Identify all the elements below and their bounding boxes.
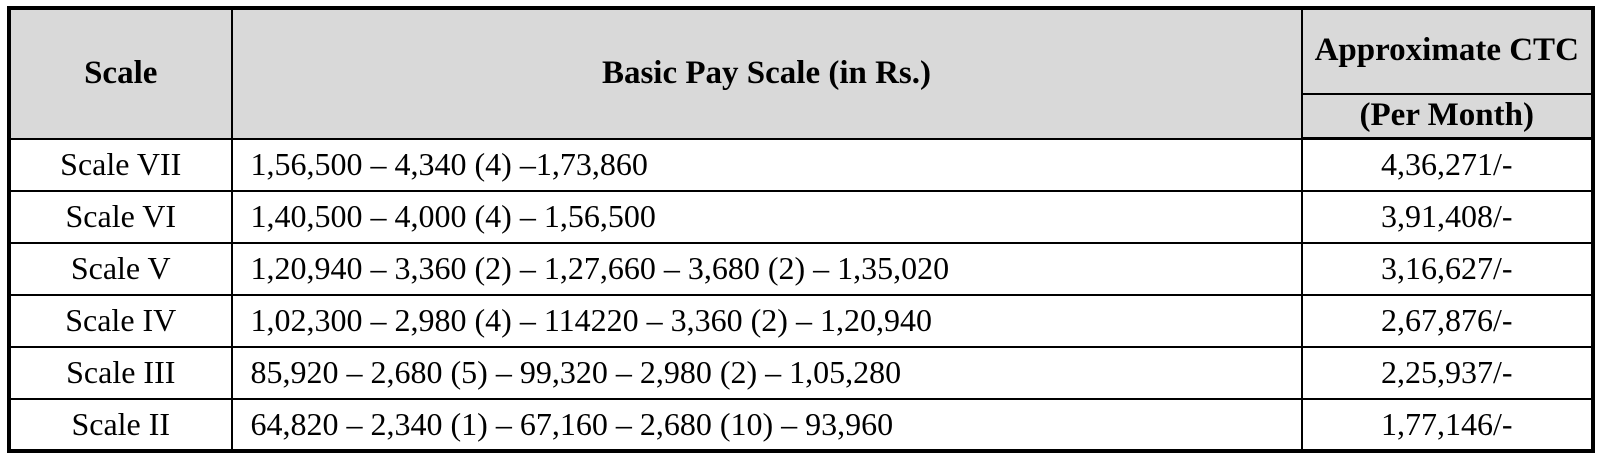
ctc-cell: 3,91,408/- [1300, 189, 1594, 244]
basic-pay-cell: 1,20,940 – 3,360 (2) – 1,27,660 – 3,680 … [230, 241, 1303, 296]
scale-cell: Scale III [8, 345, 233, 400]
ctc-per-month-header: (Per Month) [1300, 92, 1594, 140]
pay-scale-table: Scale Basic Pay Scale (in Rs.) Approxima… [7, 6, 1595, 453]
ctc-cell: 2,25,937/- [1300, 345, 1594, 400]
header-row-bottom: (Per Month) [10, 92, 1594, 140]
scale-cell: Scale VII [8, 137, 233, 192]
basic-pay-cell: 1,40,500 – 4,000 (4) – 1,56,500 [230, 189, 1303, 244]
scale-cell: Scale V [8, 241, 233, 296]
scale-cell: Scale II [8, 397, 233, 452]
ctc-cell: 3,16,627/- [1300, 241, 1594, 296]
table-header: Scale Basic Pay Scale (in Rs.) Approxima… [8, 7, 1594, 140]
table-row: Scale V 1,20,940 – 3,360 (2) – 1,27,660 … [8, 241, 1594, 296]
table-row: Scale III 85,920 – 2,680 (5) – 99,320 – … [8, 345, 1594, 400]
ctc-column-header: Approximate CTC [1300, 7, 1594, 95]
ctc-cell: 2,67,876/- [1300, 293, 1594, 348]
basic-pay-cell: 85,920 – 2,680 (5) – 99,320 – 2,980 (2) … [230, 345, 1303, 400]
table-row: Scale II 64,820 – 2,340 (1) – 67,160 – 2… [8, 397, 1594, 452]
basic-pay-cell: 1,56,500 – 4,340 (4) –1,73,860 [230, 137, 1303, 192]
ctc-cell: 4,36,271/- [1300, 137, 1594, 192]
table-row: Scale VI 1,40,500 – 4,000 (4) – 1,56,500… [8, 189, 1594, 244]
header-row-top: Scale Basic Pay Scale (in Rs.) Approxima… [8, 7, 1594, 140]
table-row: Scale IV 1,02,300 – 2,980 (4) – 114220 –… [8, 293, 1594, 348]
scale-column-header: Scale [8, 7, 233, 140]
scale-cell: Scale VI [8, 189, 233, 244]
table-row: Scale VII 1,56,500 – 4,340 (4) –1,73,860… [8, 137, 1594, 192]
basic-pay-cell: 1,02,300 – 2,980 (4) – 114220 – 3,360 (2… [230, 293, 1303, 348]
scale-cell: Scale IV [8, 293, 233, 348]
basic-pay-column-header: Basic Pay Scale (in Rs.) [230, 7, 1303, 140]
ctc-cell: 1,77,146/- [1300, 397, 1594, 452]
basic-pay-cell: 64,820 – 2,340 (1) – 67,160 – 2,680 (10)… [230, 397, 1303, 452]
table-body: Scale VII 1,56,500 – 4,340 (4) –1,73,860… [8, 137, 1594, 452]
